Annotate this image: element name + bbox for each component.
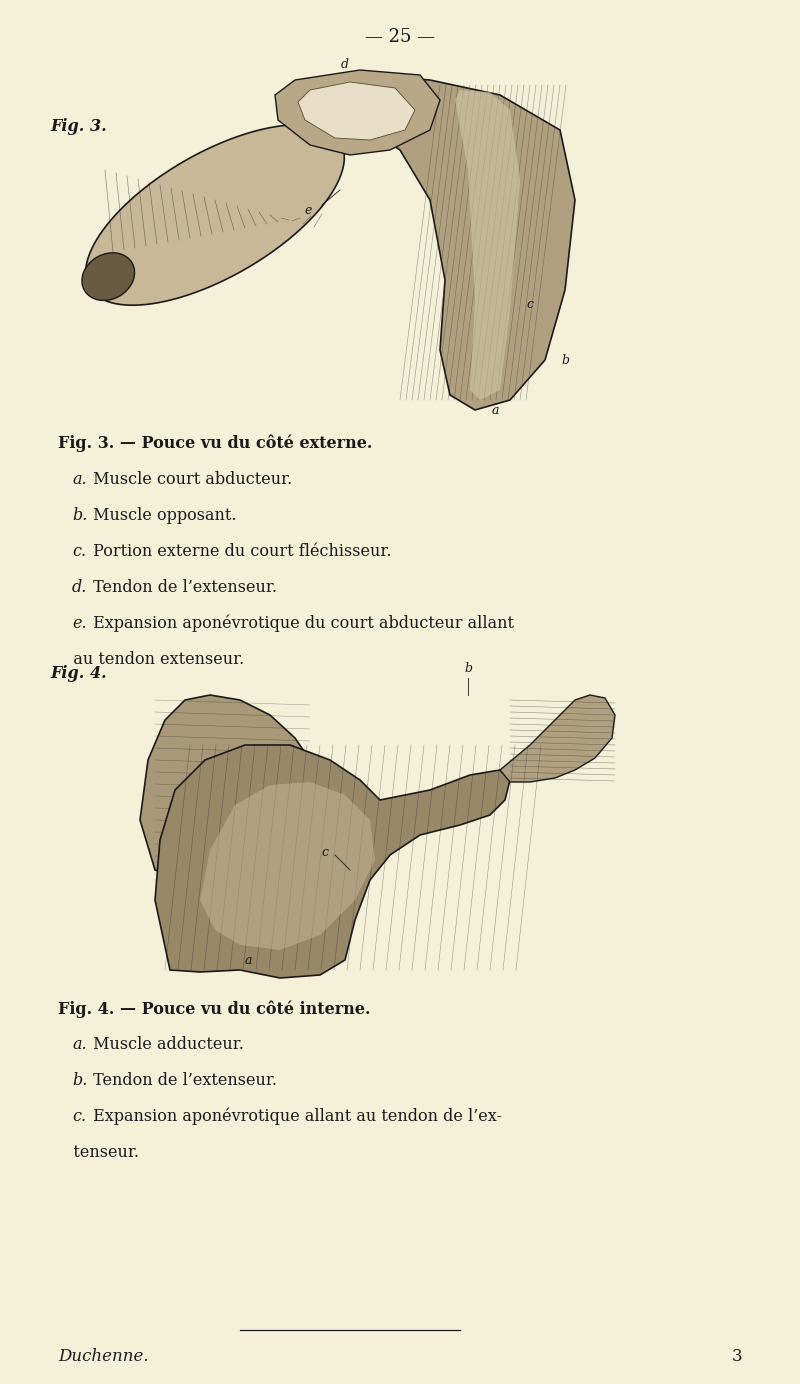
Text: a.: a. (72, 471, 86, 489)
Text: Duchenne.: Duchenne. (58, 1348, 149, 1365)
Polygon shape (86, 125, 344, 306)
Text: Portion externe du court fléchisseur.: Portion externe du court fléchisseur. (88, 543, 391, 561)
Text: Expansion aponévrotique du court abducteur allant: Expansion aponévrotique du court abducte… (88, 614, 514, 632)
Text: Muscle adducteur.: Muscle adducteur. (88, 1037, 244, 1053)
Text: — 25 —: — 25 — (365, 28, 435, 46)
Text: b: b (561, 353, 569, 367)
Ellipse shape (82, 253, 134, 300)
Polygon shape (350, 75, 575, 410)
Polygon shape (500, 695, 615, 782)
Polygon shape (275, 71, 440, 155)
Text: Fig. 4. — Pouce vu du côté interne.: Fig. 4. — Pouce vu du côté interne. (58, 1001, 370, 1017)
Text: 3: 3 (731, 1348, 742, 1365)
Text: c: c (322, 846, 329, 858)
Polygon shape (155, 745, 510, 978)
Text: a: a (244, 954, 252, 966)
Text: b.: b. (72, 1073, 87, 1089)
Text: d: d (341, 58, 349, 72)
Text: a: a (491, 404, 498, 417)
Text: e: e (304, 203, 312, 216)
Polygon shape (200, 782, 375, 949)
Text: b.: b. (72, 507, 87, 525)
Text: Expansion aponévrotique allant au tendon de l’ex-: Expansion aponévrotique allant au tendon… (88, 1109, 502, 1125)
Text: e.: e. (72, 614, 86, 632)
Text: Fig. 3.: Fig. 3. (50, 118, 106, 136)
Text: Muscle court abducteur.: Muscle court abducteur. (88, 471, 292, 489)
Polygon shape (455, 90, 520, 400)
Text: Tendon de l’extenseur.: Tendon de l’extenseur. (88, 579, 277, 597)
Text: au tendon extenseur.: au tendon extenseur. (58, 650, 244, 668)
Text: tenseur.: tenseur. (58, 1145, 139, 1161)
Text: c.: c. (72, 543, 86, 561)
Polygon shape (298, 82, 415, 140)
Text: c: c (526, 299, 534, 311)
Text: Muscle opposant.: Muscle opposant. (88, 507, 237, 525)
Polygon shape (140, 695, 315, 884)
Text: Fig. 4.: Fig. 4. (50, 664, 106, 682)
Text: Tendon de l’extenseur.: Tendon de l’extenseur. (88, 1073, 277, 1089)
Text: Fig. 3. — Pouce vu du côté externe.: Fig. 3. — Pouce vu du côté externe. (58, 435, 372, 453)
Text: b: b (464, 662, 472, 674)
Text: d.: d. (72, 579, 87, 597)
Text: a.: a. (72, 1037, 86, 1053)
Text: c.: c. (72, 1109, 86, 1125)
